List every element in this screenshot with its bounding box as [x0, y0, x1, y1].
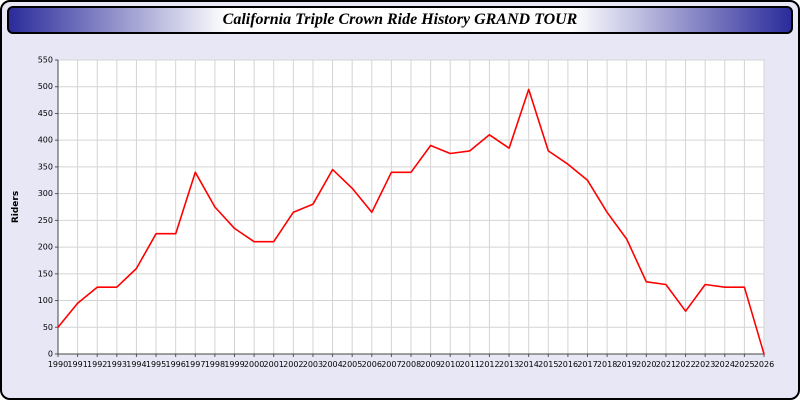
y-axis-label: Riders — [11, 191, 21, 223]
x-tick-label: 1996 — [165, 360, 185, 369]
x-tick-label: 2012 — [479, 360, 499, 369]
x-tick-label: 2023 — [695, 360, 715, 369]
x-tick-label: 2006 — [362, 360, 382, 369]
x-tick-label: 2026 — [754, 360, 774, 369]
x-tick-label: 2004 — [322, 360, 342, 369]
x-tick-label: 2022 — [675, 360, 695, 369]
y-tick-label: 50 — [43, 323, 53, 332]
x-tick-label: 2024 — [715, 360, 735, 369]
riders-series-line — [57, 88, 765, 355]
x-tick-label: 2007 — [381, 360, 401, 369]
y-tick-label: 450 — [38, 109, 53, 118]
x-tick-label: 2009 — [420, 360, 440, 369]
x-tick-label: 2019 — [617, 360, 637, 369]
x-tick-label: 2005 — [342, 360, 362, 369]
x-tick-label: 1998 — [205, 360, 225, 369]
y-tick-label: 300 — [38, 189, 53, 198]
x-tick-label: 2013 — [499, 360, 519, 369]
y-tick-label: 400 — [38, 136, 53, 145]
x-tick-label: 2002 — [283, 360, 303, 369]
x-tick-label: 2003 — [303, 360, 323, 369]
x-tick-label: 1997 — [185, 360, 205, 369]
x-tick-label: 1994 — [126, 360, 146, 369]
y-tick-label: 100 — [38, 296, 53, 305]
x-tick-label: 2018 — [597, 360, 617, 369]
y-tick-label: 150 — [38, 269, 53, 278]
x-tick-label: 2000 — [244, 360, 264, 369]
x-tick-label: 2020 — [636, 360, 656, 369]
y-tick-label: 0 — [48, 350, 53, 359]
y-tick-label: 550 — [38, 56, 53, 65]
ride-history-chart: 0 50 100 150 200 250 300 350 400 450 500 550 1990 199… — [4, 40, 796, 396]
x-tick-label: 1991 — [67, 360, 87, 369]
y-tick-label: 350 — [38, 162, 53, 171]
x-tick-label: 1999 — [224, 360, 244, 369]
x-tick-label: 1993 — [107, 360, 127, 369]
chart-title-bar: California Triple Crown Ride History GRA… — [7, 6, 793, 34]
y-tick-label: 200 — [38, 243, 53, 252]
x-tick-label: 1992 — [87, 360, 107, 369]
x-tick-label: 1990 — [48, 360, 68, 369]
y-tick-label: 250 — [38, 216, 53, 225]
chart-title: California Triple Crown Ride History GRA… — [222, 11, 578, 28]
x-tick-label: 2010 — [440, 360, 460, 369]
x-tick-label: 2014 — [518, 360, 538, 369]
x-tick-label: 2025 — [734, 360, 754, 369]
x-tick-label: 2017 — [577, 360, 597, 369]
x-tick-label: 2021 — [656, 360, 676, 369]
x-tick-label: 2015 — [538, 360, 558, 369]
x-tick-label: 2011 — [460, 360, 480, 369]
x-tick-label: 2008 — [401, 360, 421, 369]
x-tick-label: 2016 — [558, 360, 578, 369]
x-tick-label: 2001 — [264, 360, 284, 369]
x-tick-label: 1995 — [146, 360, 166, 369]
y-tick-label: 500 — [38, 82, 53, 91]
